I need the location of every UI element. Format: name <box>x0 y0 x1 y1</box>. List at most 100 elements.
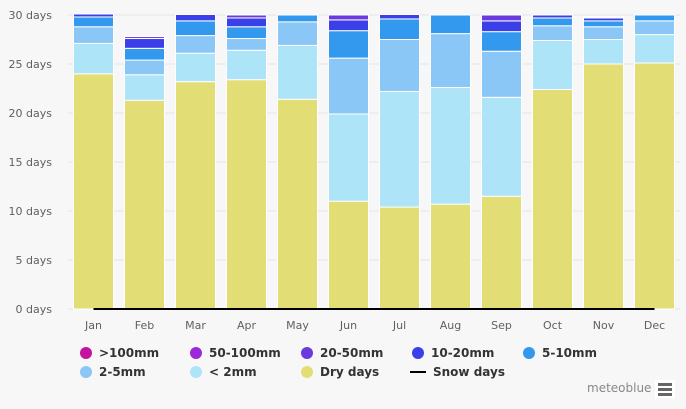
bar-segment-2-5mm-jun[interactable] <box>328 57 369 115</box>
legend-label: 50-100mm <box>209 346 281 360</box>
bar-segment-dry-days-mar[interactable] <box>175 81 216 310</box>
bar-segment-10-20mm-apr[interactable] <box>226 17 267 28</box>
grid-layer <box>68 14 680 310</box>
legend-dot-icon <box>301 347 313 359</box>
chart: 0 days 5 days 10 days 15 days 20 days 25 days… <box>9 9 680 332</box>
x-tick-label: Feb <box>135 319 154 332</box>
bar-segment-2-5mm-apr[interactable] <box>226 38 267 51</box>
bar-segment--2mm-oct[interactable] <box>532 39 573 90</box>
y-tick-label: 15 days <box>9 156 53 169</box>
bar-segment-5-10mm-sep[interactable] <box>481 31 522 52</box>
x-tick-label: Apr <box>237 319 257 332</box>
y-tick-label: 30 days <box>9 9 53 22</box>
bar-segment-2-5mm-dec[interactable] <box>634 20 675 36</box>
bar-segment-10-20mm-jun[interactable] <box>328 19 369 32</box>
legend-item-under-2mm[interactable]: < 2mm <box>190 365 257 379</box>
bar-segment--2mm-jul[interactable] <box>379 90 420 208</box>
bar-segment--2mm-may[interactable] <box>277 44 318 100</box>
bar-segment-20-50mm-jun[interactable] <box>328 14 369 21</box>
bar-segment-20-50mm-sep[interactable] <box>481 14 522 22</box>
bar-segment--2mm-jan[interactable] <box>73 42 114 75</box>
bar-segment-5-10mm-nov[interactable] <box>583 20 624 28</box>
x-tick-label: Dec <box>644 319 665 332</box>
legend-item-10-20mm[interactable]: 10-20mm <box>412 346 494 360</box>
legend-item-2-5mm[interactable]: 2-5mm <box>80 365 146 379</box>
bar-segment-10-20mm-mar[interactable] <box>175 14 216 22</box>
legend-label: >100mm <box>99 346 160 360</box>
x-tick-label: May <box>286 319 309 332</box>
legend-label: Dry days <box>320 365 380 379</box>
legend-item-over-100mm[interactable]: >100mm <box>80 346 159 360</box>
bar-segment-2-5mm-feb[interactable] <box>124 59 165 76</box>
bar-segment-5-10mm-aug[interactable] <box>430 14 471 35</box>
bar-segment-2-5mm-sep[interactable] <box>481 50 522 98</box>
bar-segment-dry-days-may[interactable] <box>277 98 318 310</box>
x-tick-label: Mar <box>185 319 206 332</box>
bar-segment-2-5mm-oct[interactable] <box>532 25 573 41</box>
bar-segment-5-10mm-apr[interactable] <box>226 26 267 40</box>
legend-line-icon <box>410 371 426 373</box>
bar-segment-dry-days-nov[interactable] <box>583 63 624 310</box>
bar-segment-10-20mm-jul[interactable] <box>379 14 420 20</box>
legend-item-20-50mm[interactable]: 20-50mm <box>301 346 383 360</box>
bar-segment--2mm-feb[interactable] <box>124 74 165 101</box>
legend-item-5-10mm[interactable]: 5-10mm <box>523 346 597 360</box>
bar-segment-2-5mm-jan[interactable] <box>73 26 114 44</box>
y-tick-label: 20 days <box>9 107 53 120</box>
bar-segment-10-20mm-oct[interactable] <box>532 14 573 19</box>
bar-segment-5-10mm-jun[interactable] <box>328 30 369 59</box>
bar-segment-2-5mm-jul[interactable] <box>379 39 420 92</box>
legend-dot-icon <box>80 347 92 359</box>
legend-dot-icon <box>301 366 313 378</box>
bar-segment-dry-days-oct[interactable] <box>532 88 573 310</box>
bar-segment--2mm-mar[interactable] <box>175 52 216 83</box>
bar-segment-2-5mm-nov[interactable] <box>583 26 624 40</box>
legend-dot-icon <box>523 347 535 359</box>
bar-segment-dry-days-dec[interactable] <box>634 62 675 310</box>
bar-segment-5-10mm-jan[interactable] <box>73 16 114 28</box>
bar-segment-5-10mm-oct[interactable] <box>532 17 573 27</box>
bar-segment--2mm-apr[interactable] <box>226 49 267 81</box>
bar-segment-2-5mm-mar[interactable] <box>175 35 216 54</box>
legend-label: 20-50mm <box>320 346 384 360</box>
x-tick-label: Sep <box>491 319 512 332</box>
bar-segment-dry-days-jan[interactable] <box>73 73 114 310</box>
credits-link[interactable]: meteoblue <box>587 381 652 395</box>
bar-segment-5-10mm-may[interactable] <box>277 14 318 23</box>
bar-segment-5-10mm-dec[interactable] <box>634 14 675 22</box>
bar-segment--2mm-sep[interactable] <box>481 96 522 197</box>
bar-segment-5-10mm-jul[interactable] <box>379 18 420 40</box>
bar-segment-5-10mm-feb[interactable] <box>124 47 165 61</box>
legend-label: 2-5mm <box>99 365 146 379</box>
y-tick-label: 5 days <box>16 254 53 267</box>
legend-item-dry-days[interactable]: Dry days <box>301 365 379 379</box>
legend-item-50-100mm[interactable]: 50-100mm <box>190 346 281 360</box>
bar-segment-dry-days-jun[interactable] <box>328 200 369 310</box>
x-tick-label: Nov <box>593 319 615 332</box>
x-tick-label: Jan <box>84 319 102 332</box>
hamburger-menu-icon[interactable] <box>655 380 675 398</box>
bar-segment-dry-days-jul[interactable] <box>379 206 420 310</box>
bar-segment-20-50mm-feb[interactable] <box>124 36 165 40</box>
bar-segment-2-5mm-aug[interactable] <box>430 33 471 89</box>
bar-segment-5-10mm-mar[interactable] <box>175 20 216 37</box>
bar-segment-2-5mm-may[interactable] <box>277 21 318 46</box>
bar-segment-10-20mm-feb[interactable] <box>124 38 165 49</box>
bar-segment-dry-days-apr[interactable] <box>226 79 267 310</box>
bar-segment--2mm-nov[interactable] <box>583 39 624 65</box>
legend-item-snow-days[interactable]: Snow days <box>410 365 505 379</box>
bar-segment-dry-days-feb[interactable] <box>124 99 165 310</box>
bar-segment-10-20mm-sep[interactable] <box>481 20 522 33</box>
x-axis: Jan Feb Mar Apr May Jun Jul Aug Sep Oct Nov Dec <box>84 319 665 332</box>
bar-segment-10-20mm-jan[interactable] <box>73 13 114 18</box>
bar-segment--2mm-dec[interactable] <box>634 34 675 64</box>
bar-segment--2mm-jun[interactable] <box>328 113 369 202</box>
legend-dot-icon <box>190 347 202 359</box>
y-tick-label: 10 days <box>9 205 53 218</box>
x-tick-label: Jun <box>339 319 357 332</box>
legend-dot-icon <box>190 366 202 378</box>
bar-segment-dry-days-sep[interactable] <box>481 195 522 310</box>
bar-segment-dry-days-aug[interactable] <box>430 203 471 310</box>
bar-segment--2mm-aug[interactable] <box>430 87 471 205</box>
bars-layer <box>73 13 675 310</box>
